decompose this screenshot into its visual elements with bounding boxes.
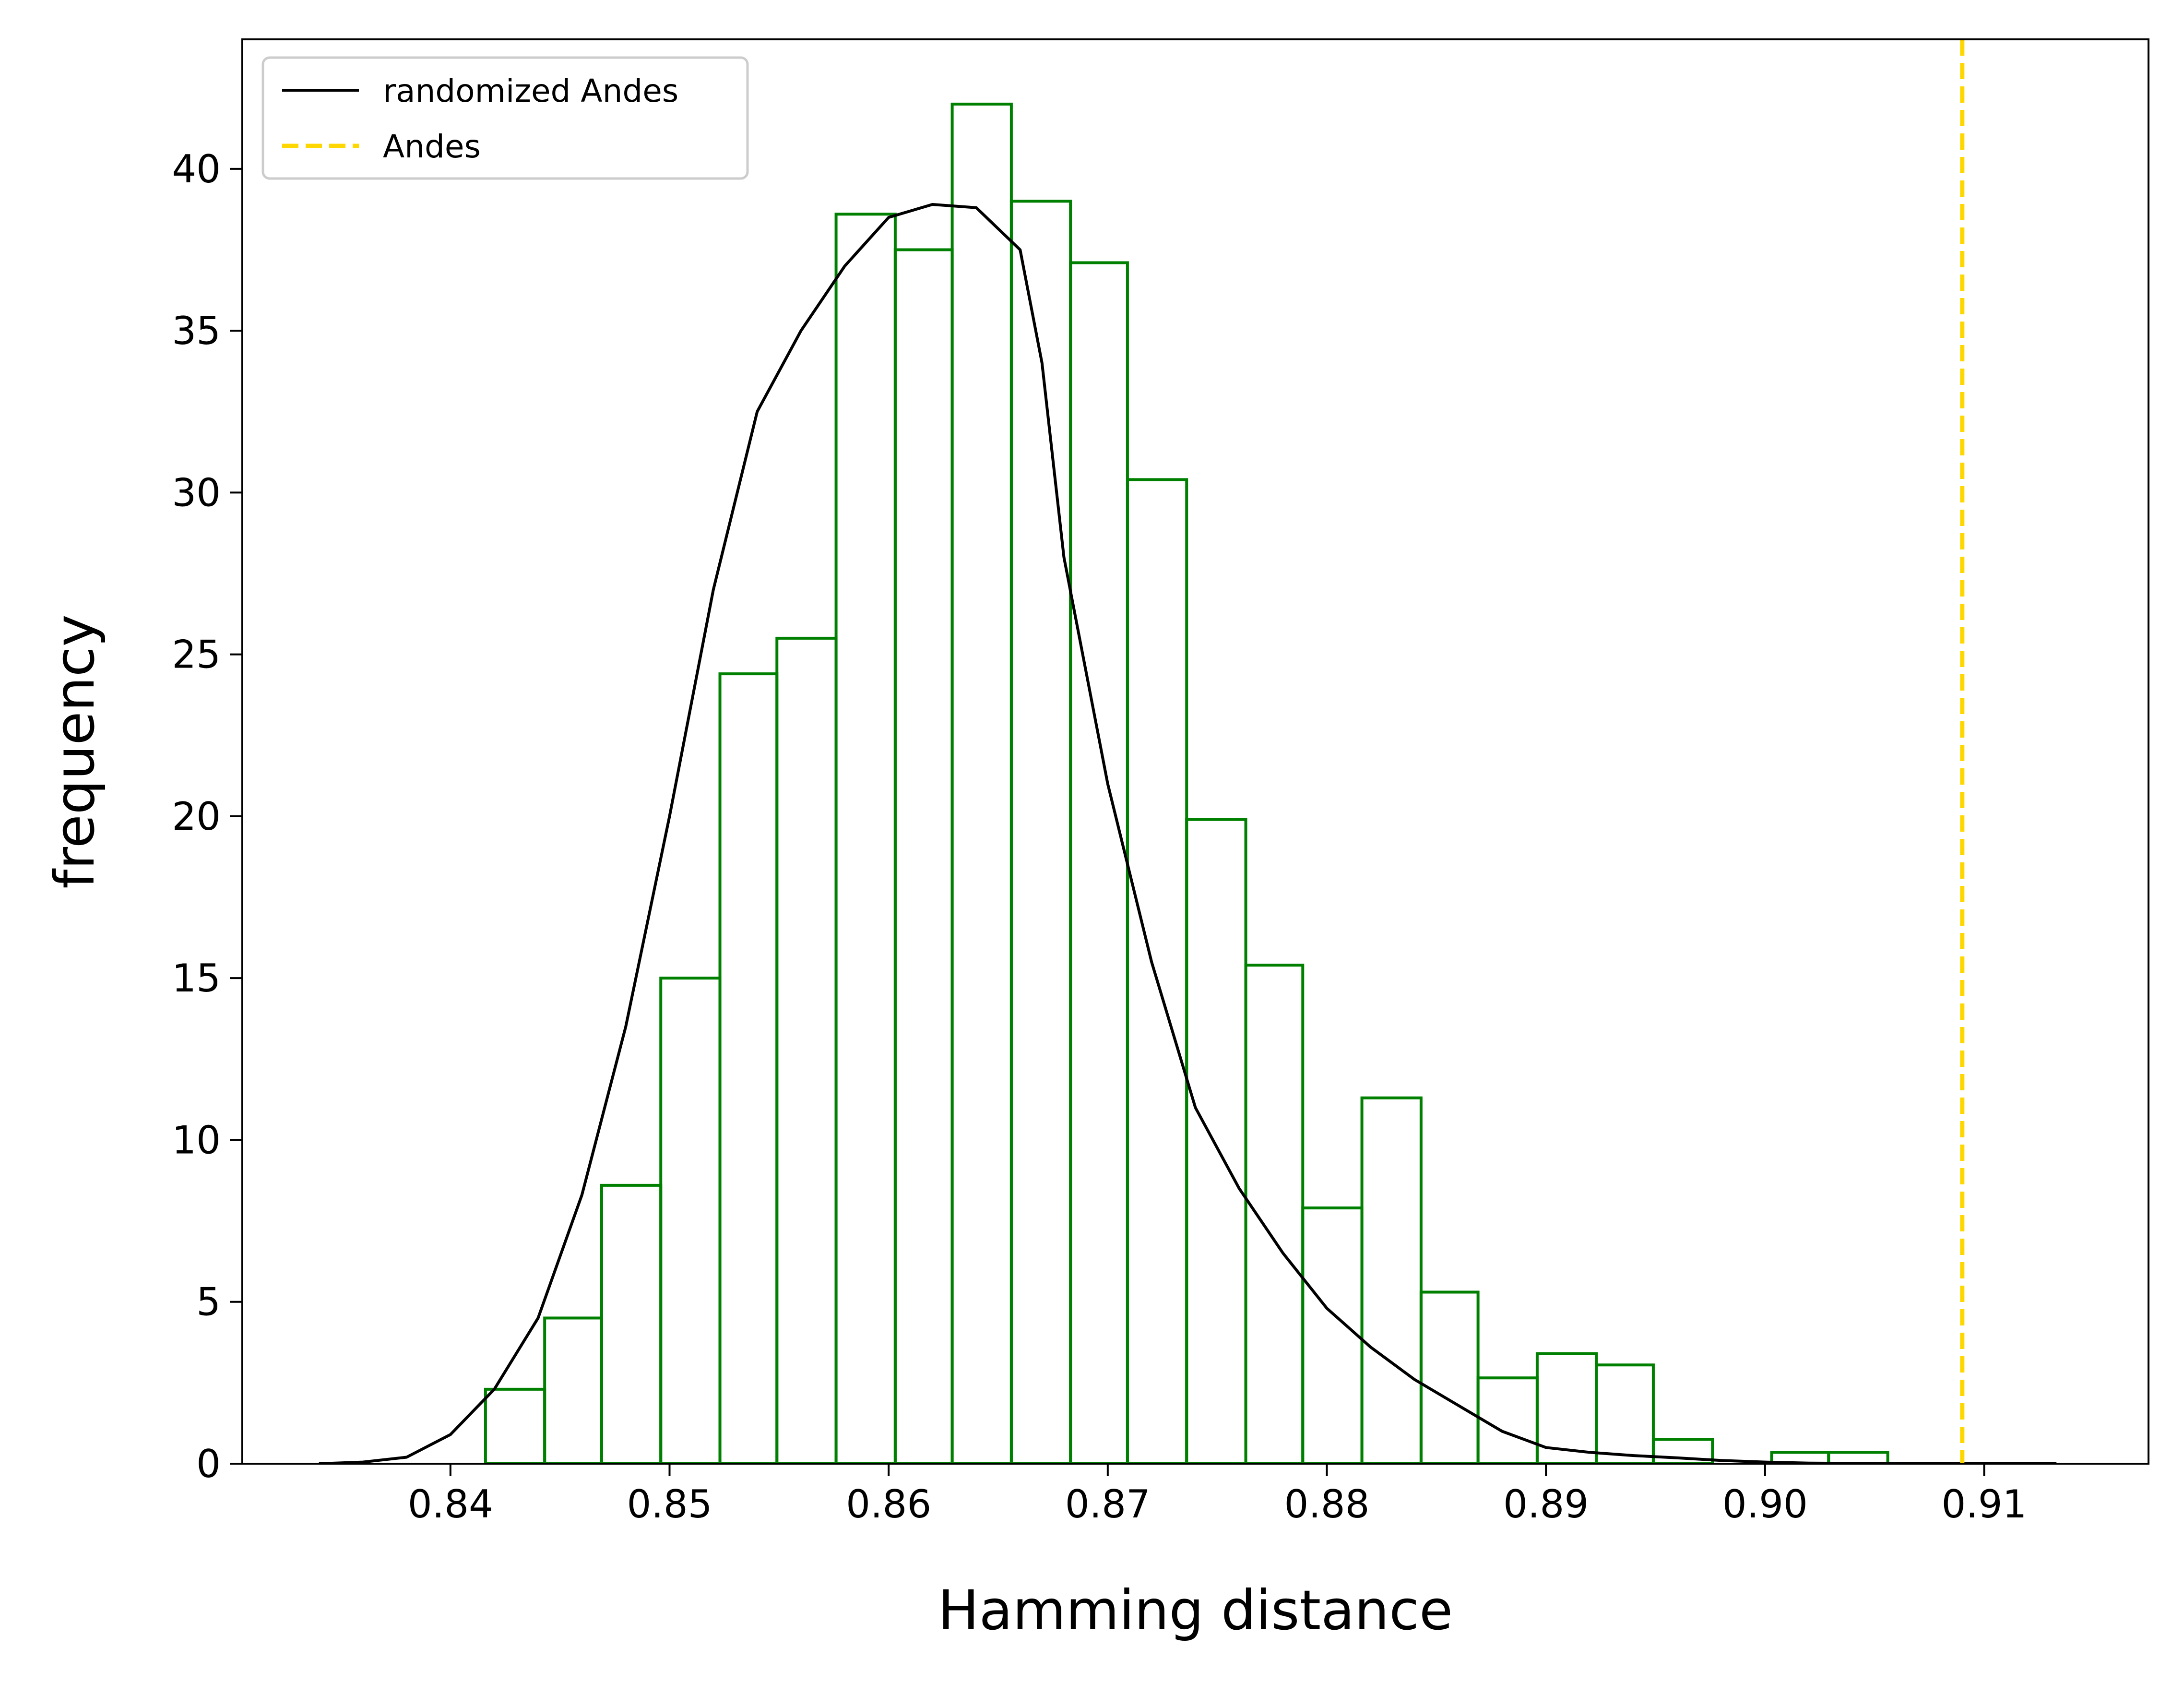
x-tick-label: 0.86 [846,1482,931,1527]
legend-label: Andes [383,128,481,165]
axes: 0.84 0.85 0.86 0.87 0.88 0.89 0.90 0.91 0 5 10 15 20… [43,38,2149,1642]
y-tick-label: 30 [172,470,221,515]
histogram-bar [1595,1363,1655,1464]
legend-box [261,56,749,180]
legend-label: randomized Andes [383,72,678,109]
y-tick-label: 10 [172,1118,221,1162]
x-tick-label: 0.87 [1065,1482,1151,1527]
y-tick-label: 25 [172,633,221,677]
x-tick-label: 0.85 [627,1482,712,1527]
y-tick-label: 0 [196,1442,221,1486]
x-tick-label: 0.88 [1284,1482,1369,1527]
y-axis-title: frequency [43,614,107,889]
plot-frame [241,38,2149,1465]
x-tick-label: 0.89 [1503,1482,1589,1527]
y-tick-label: 5 [196,1280,221,1325]
x-tick-label: 0.90 [1722,1482,1808,1527]
histogram-bar [1651,1438,1714,1464]
histogram-bar [1360,1096,1423,1464]
x-axis-title: Hamming distance [938,1578,1453,1642]
kde-line-randomized-andes [319,203,2057,1464]
y-tick-label: 40 [172,147,221,191]
y-tick-label: 15 [172,956,221,1001]
x-tick-label: 0.84 [408,1482,493,1527]
plot-area [319,39,2057,1464]
y-tick-label: 35 [172,309,221,353]
y-tick-label: 20 [172,794,221,839]
x-tick-label: 0.91 [1941,1482,2027,1527]
legend: randomized Andes Andes [261,56,749,180]
